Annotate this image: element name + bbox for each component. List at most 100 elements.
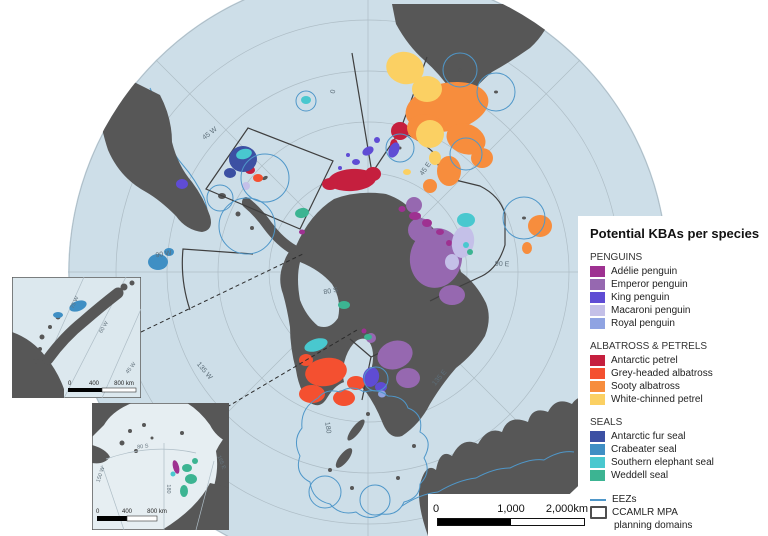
main-scalebar: 0 1,000 2,000km bbox=[430, 503, 595, 533]
new-zealand-islands bbox=[335, 412, 370, 468]
legend-item-label: Emperor penguin bbox=[611, 279, 688, 290]
emperor-swatch bbox=[590, 279, 605, 290]
inset-scale-800: 800 km bbox=[147, 509, 167, 515]
graticule-label-90e: 90 E bbox=[495, 261, 510, 269]
scalebar-1000: 1,000 bbox=[497, 503, 525, 515]
legend-item-adelie-penguin: Adélie penguin bbox=[590, 265, 768, 278]
antarctic-fur-seal-swatch bbox=[590, 431, 605, 442]
legend-group-header: ALBATROSS & PETRELS bbox=[590, 341, 708, 352]
legend-item-white-chinned-petrel: White-chinned petrel bbox=[590, 393, 768, 406]
graticule-label-0: 0 bbox=[330, 89, 338, 94]
legend-item-label: Weddell seal bbox=[611, 470, 669, 481]
scalebar-black-segment bbox=[438, 519, 511, 525]
legend-item-ccamlr-mpa: CCAMLR MPA bbox=[590, 506, 768, 519]
peninsula-land bbox=[12, 280, 135, 398]
legend-item-macaroni-penguin: Macaroni penguin bbox=[590, 304, 768, 317]
inset-label-180: 180 bbox=[165, 484, 171, 493]
legend-item-label: Southern elephant seal bbox=[611, 457, 714, 468]
white-chinned-petrel-swatch bbox=[590, 394, 605, 405]
eez-line-symbol bbox=[590, 498, 606, 501]
legend-group-header: SEALS bbox=[590, 417, 623, 428]
legend-item-label: Adélie penguin bbox=[611, 266, 678, 277]
kba-crabeater-seal-blobs bbox=[148, 248, 174, 270]
king-swatch bbox=[590, 292, 605, 303]
scalebar-bar bbox=[437, 518, 585, 526]
kba-white-chinned-petrel-blobs bbox=[386, 51, 444, 175]
legend-title: Potential KBAs per species bbox=[590, 226, 760, 241]
inset-scale-400: 400 bbox=[122, 509, 133, 515]
ross-land bbox=[92, 403, 229, 530]
antarctic-petrel-swatch bbox=[590, 355, 605, 366]
legend-item-label: EEZs bbox=[612, 494, 637, 505]
weddell-seal-swatch bbox=[590, 470, 605, 481]
legend-item-eez: EEZs bbox=[590, 493, 768, 506]
graticule-label-80s: 80 S bbox=[323, 287, 339, 296]
inset-scale-0: 0 bbox=[68, 381, 72, 387]
ross-sea-inset-map: 80 S 150 W 180 165 E 0 400 800 km bbox=[92, 403, 229, 530]
scalebar-0: 0 bbox=[433, 503, 440, 515]
inset-kba-patches bbox=[170, 458, 198, 497]
kba-king-penguin-blobs bbox=[176, 137, 400, 392]
adelie-swatch bbox=[590, 266, 605, 277]
royal-swatch bbox=[590, 318, 605, 329]
legend-item-label: Sooty albatross bbox=[611, 381, 680, 392]
kba-royal-penguin-blobs bbox=[378, 390, 386, 398]
legend-item-antarctic-fur-seal: Antarctic fur seal bbox=[590, 430, 768, 443]
graticule-label-180: 180 bbox=[323, 422, 332, 435]
legend-item-sooty-albatross: Sooty albatross bbox=[590, 380, 768, 393]
inset-scalebar: 0 400 800 km bbox=[68, 381, 137, 393]
legend-item-label: King penguin bbox=[611, 292, 670, 303]
legend-item-grey-headed-albatross: Grey-headed albatross bbox=[590, 367, 768, 380]
legend-item-royal-penguin: Royal penguin bbox=[590, 317, 768, 330]
southern-elephant-seal-swatch bbox=[590, 457, 605, 468]
legend-item-antarctic-petrel: Antarctic petrel bbox=[590, 354, 768, 367]
kba-adelie-penguin-blobs bbox=[299, 206, 452, 334]
legend-group-penguins: PENGUINS Adélie penguin Emperor penguin … bbox=[590, 252, 768, 330]
legend-item-emperor-penguin: Emperor penguin bbox=[590, 278, 768, 291]
inset-scalebar: 0 400 800 km bbox=[96, 509, 167, 522]
legend-item-crabeater-seal: Crabeater seal bbox=[590, 443, 768, 456]
inset-scale-400: 400 bbox=[89, 381, 100, 387]
kba-weddell-seal-blobs bbox=[295, 207, 473, 340]
inset-label-165e: 165 E bbox=[215, 455, 226, 471]
inset-label-80s: 80 S bbox=[137, 443, 149, 451]
scalebar-white-segment bbox=[511, 519, 584, 525]
mpa-box-symbol bbox=[590, 506, 607, 519]
legend-group-header: PENGUINS bbox=[590, 252, 643, 263]
inset-label-75w: 75 W bbox=[70, 295, 81, 310]
crabeater-seal-swatch bbox=[590, 444, 605, 455]
inset-scale-0: 0 bbox=[96, 509, 100, 515]
kba-southern-elephant-seal-blobs bbox=[236, 96, 475, 352]
scalebar-2000: 2,000km bbox=[545, 503, 589, 515]
legend-item-label: Grey-headed albatross bbox=[611, 368, 713, 379]
legend-group-boundaries: EEZs CCAMLR MPA planning domains bbox=[590, 493, 768, 532]
inset-label-150w: 150 W bbox=[96, 465, 107, 483]
legend-panel: Potential KBAs per species PENGUINS Adél… bbox=[578, 216, 768, 536]
legend-item-king-penguin: King penguin bbox=[590, 291, 768, 304]
legend-item-label: White-chinned petrel bbox=[611, 394, 703, 405]
legend-item-southern-elephant-seal: Southern elephant seal bbox=[590, 456, 768, 469]
pointer-line-peninsula-inset bbox=[140, 253, 304, 333]
legend-item-label: Royal penguin bbox=[611, 318, 675, 329]
peninsula-inset-map: 75 W 60 W 45 W 0 400 800 km bbox=[12, 277, 141, 398]
grey-headed-albatross-swatch bbox=[590, 368, 605, 379]
inset-scale-800: 800 km bbox=[114, 381, 134, 387]
legend-item-label: CCAMLR MPA bbox=[612, 507, 678, 518]
africa-landmass bbox=[392, 4, 556, 100]
inset-crabeater-patches bbox=[53, 300, 87, 318]
legend-item-ccamlr-mpa-line2: planning domains bbox=[614, 520, 693, 531]
legend-group-albatross-petrels: ALBATROSS & PETRELS Antarctic petrel Gre… bbox=[590, 341, 768, 406]
kba-grey-headed-albatross-blobs bbox=[253, 174, 365, 406]
macaroni-swatch bbox=[590, 305, 605, 316]
sooty-albatross-swatch bbox=[590, 381, 605, 392]
legend-item-label: Antarctic petrel bbox=[611, 355, 678, 366]
legend-group-seals: SEALS Antarctic fur seal Crabeater seal … bbox=[590, 417, 768, 482]
legend-item-label: Macaroni penguin bbox=[611, 305, 691, 316]
eez-circles bbox=[218, 52, 575, 518]
legend-item-label: Antarctic fur seal bbox=[611, 431, 686, 442]
inset-pointer-lines bbox=[140, 253, 358, 408]
legend-item-weddell-seal: Weddell seal bbox=[590, 469, 768, 482]
graticule-label-90w: 90 W bbox=[155, 250, 173, 260]
legend-item-label: Crabeater seal bbox=[611, 444, 677, 455]
